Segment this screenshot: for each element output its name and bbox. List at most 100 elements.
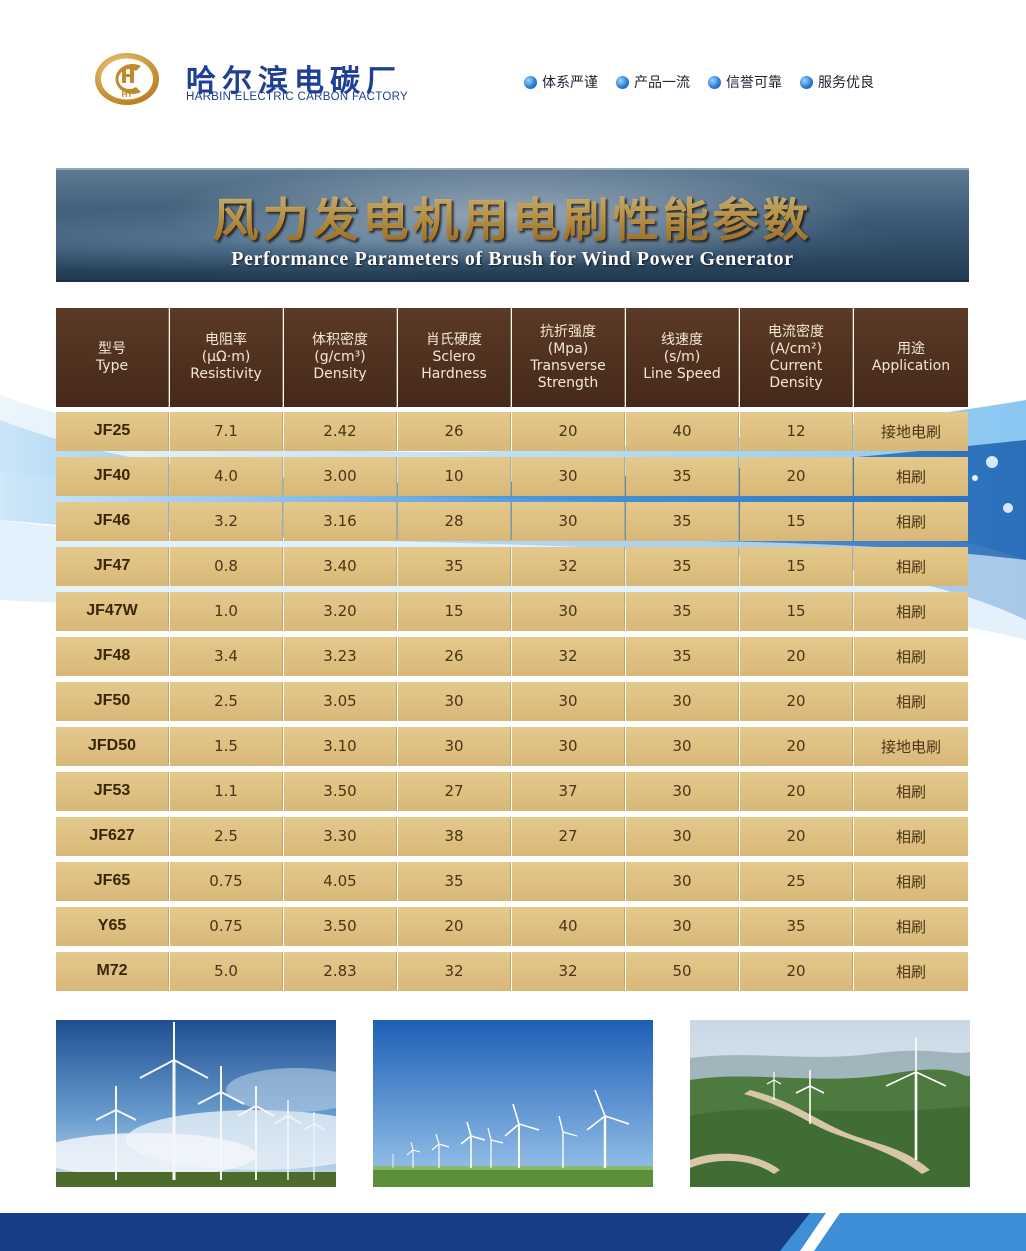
value-cell: 20: [740, 682, 853, 721]
column-header-cn: 电流密度: [768, 323, 824, 340]
type-cell: JF47: [56, 547, 169, 586]
value-cell: 3.40: [284, 547, 397, 586]
value-cell: 相刷: [854, 592, 968, 631]
value-cell: 30: [626, 772, 739, 811]
value-cell: 相刷: [854, 952, 968, 991]
slogan-item: 信誉可靠: [708, 72, 782, 92]
column-header-en: Current Density: [769, 357, 823, 391]
value-cell: 27: [398, 772, 511, 811]
bullet-icon: [524, 75, 537, 89]
value-cell: 7.1: [170, 412, 283, 451]
value-cell: 38: [398, 817, 511, 856]
column-header-cn: 用途: [897, 340, 925, 357]
value-cell: 32: [512, 637, 625, 676]
value-cell: 1.1: [170, 772, 283, 811]
type-cell: JF48: [56, 637, 169, 676]
column-header-en: Type: [95, 357, 129, 374]
value-cell: 40: [626, 412, 739, 451]
slogan-list: 体系严谨 产品一流 信誉可靠 服务优良: [524, 72, 874, 92]
value-cell: 相刷: [854, 682, 968, 721]
value-cell: 接地电刷: [854, 412, 968, 451]
value-cell: 3.2: [170, 502, 283, 541]
table-row: M72 5.0 2.83 32 32 50 20 相刷: [56, 952, 969, 991]
table-header: 型号 Type 电阻率 (μΩ·m) Resistivity 体积密度 (g/cm³) Den…: [56, 308, 969, 407]
value-cell: 35: [740, 907, 853, 946]
value-cell: 4.05: [284, 862, 397, 901]
value-cell: 30: [512, 727, 625, 766]
value-cell: 30: [512, 457, 625, 496]
title-banner: 风力发电机用电刷性能参数 Performance Parameters of B…: [56, 168, 969, 282]
column-header: 抗折强度 (Mpa) Transverse Strength: [512, 308, 625, 407]
type-cell: Y65: [56, 907, 169, 946]
value-cell: 2.42: [284, 412, 397, 451]
table-row: JF627 2.5 3.30 38 27 30 20 相刷: [56, 817, 969, 856]
column-header-cn: 线速度: [661, 332, 703, 348]
column-header: 电流密度 (A/cm²) Current Density: [740, 308, 853, 407]
column-header: 电阻率 (μΩ·m) Resistivity: [170, 308, 283, 407]
value-cell: 3.50: [284, 772, 397, 811]
value-cell: 15: [398, 592, 511, 631]
column-header-en: Resistivity: [190, 366, 262, 382]
bullet-icon: [800, 75, 813, 89]
value-cell: 3.23: [284, 637, 397, 676]
footer-band: [0, 1213, 1026, 1251]
value-cell: 30: [398, 727, 511, 766]
column-header: 肖氏硬度 Sclero Hardness: [398, 308, 511, 407]
table-row: JF25 7.1 2.42 26 20 40 12 接地电刷: [56, 412, 969, 451]
table-row: JF48 3.4 3.23 26 32 35 20 相刷: [56, 637, 969, 676]
table-row: JF47W 1.0 3.20 15 30 35 15 相刷: [56, 592, 969, 631]
value-cell: 0.8: [170, 547, 283, 586]
column-header: 体积密度 (g/cm³) Density: [284, 308, 397, 407]
value-cell: 接地电刷: [854, 727, 968, 766]
value-cell: 相刷: [854, 817, 968, 856]
value-cell: 2.5: [170, 682, 283, 721]
value-cell: 2.83: [284, 952, 397, 991]
table-row: JF65 0.75 4.05 35 30 25 相刷: [56, 862, 969, 901]
title-en: Performance Parameters of Brush for Wind…: [231, 248, 794, 270]
column-header-cn: 抗折强度: [540, 323, 596, 340]
value-cell: 10: [398, 457, 511, 496]
column-header: 线速度 (s/m) Line Speed: [626, 308, 739, 407]
value-cell: 35: [626, 637, 739, 676]
value-cell: 0.75: [170, 862, 283, 901]
logo-letters: HT: [122, 90, 133, 99]
value-cell: 20: [740, 952, 853, 991]
value-cell: 35: [626, 547, 739, 586]
bullet-icon: [616, 75, 629, 89]
value-cell: 35: [398, 862, 511, 901]
column-header-cn: 型号: [98, 340, 126, 357]
column-header-unit: (μΩ·m): [201, 349, 251, 365]
value-cell: 20: [512, 412, 625, 451]
title-cn: 风力发电机用电刷性能参数: [56, 184, 969, 250]
value-cell: 30: [512, 592, 625, 631]
table-row: JF46 3.2 3.16 28 30 35 15 相刷: [56, 502, 969, 541]
table-row: JF50 2.5 3.05 30 30 30 20 相刷: [56, 682, 969, 721]
column-header-cn: 肖氏硬度: [426, 332, 482, 348]
value-cell: 12: [740, 412, 853, 451]
value-cell: 相刷: [854, 547, 968, 586]
column-header-en: Transverse Strength: [530, 357, 606, 391]
value-cell: 3.4: [170, 637, 283, 676]
column-header-unit: (s/m): [663, 349, 701, 365]
column-header-en: Line Speed: [643, 366, 721, 382]
column-header-cn: 体积密度: [312, 332, 368, 348]
value-cell: 20: [398, 907, 511, 946]
type-cell: JF53: [56, 772, 169, 811]
value-cell: 20: [740, 772, 853, 811]
type-cell: JF50: [56, 682, 169, 721]
slogan-item: 服务优良: [800, 72, 874, 92]
wind-farm-blue-sky-photo: [373, 1020, 653, 1187]
value-cell: 32: [512, 952, 625, 991]
value-cell: 15: [740, 547, 853, 586]
value-cell: 30: [512, 502, 625, 541]
value-cell: 20: [740, 817, 853, 856]
table-body: JF25 7.1 2.42 26 20 40 12 接地电刷 JF40 4.0 3.00 10 30 35…: [56, 412, 969, 991]
type-cell: JF47W: [56, 592, 169, 631]
value-cell: 相刷: [854, 907, 968, 946]
value-cell: 40: [512, 907, 625, 946]
type-cell: M72: [56, 952, 169, 991]
parameters-table: 型号 Type 电阻率 (μΩ·m) Resistivity 体积密度 (g/cm³) Den…: [56, 308, 969, 997]
value-cell: 30: [626, 862, 739, 901]
value-cell: 30: [626, 907, 739, 946]
wind-turbines-cloudy-sky-photo: [56, 1020, 336, 1187]
